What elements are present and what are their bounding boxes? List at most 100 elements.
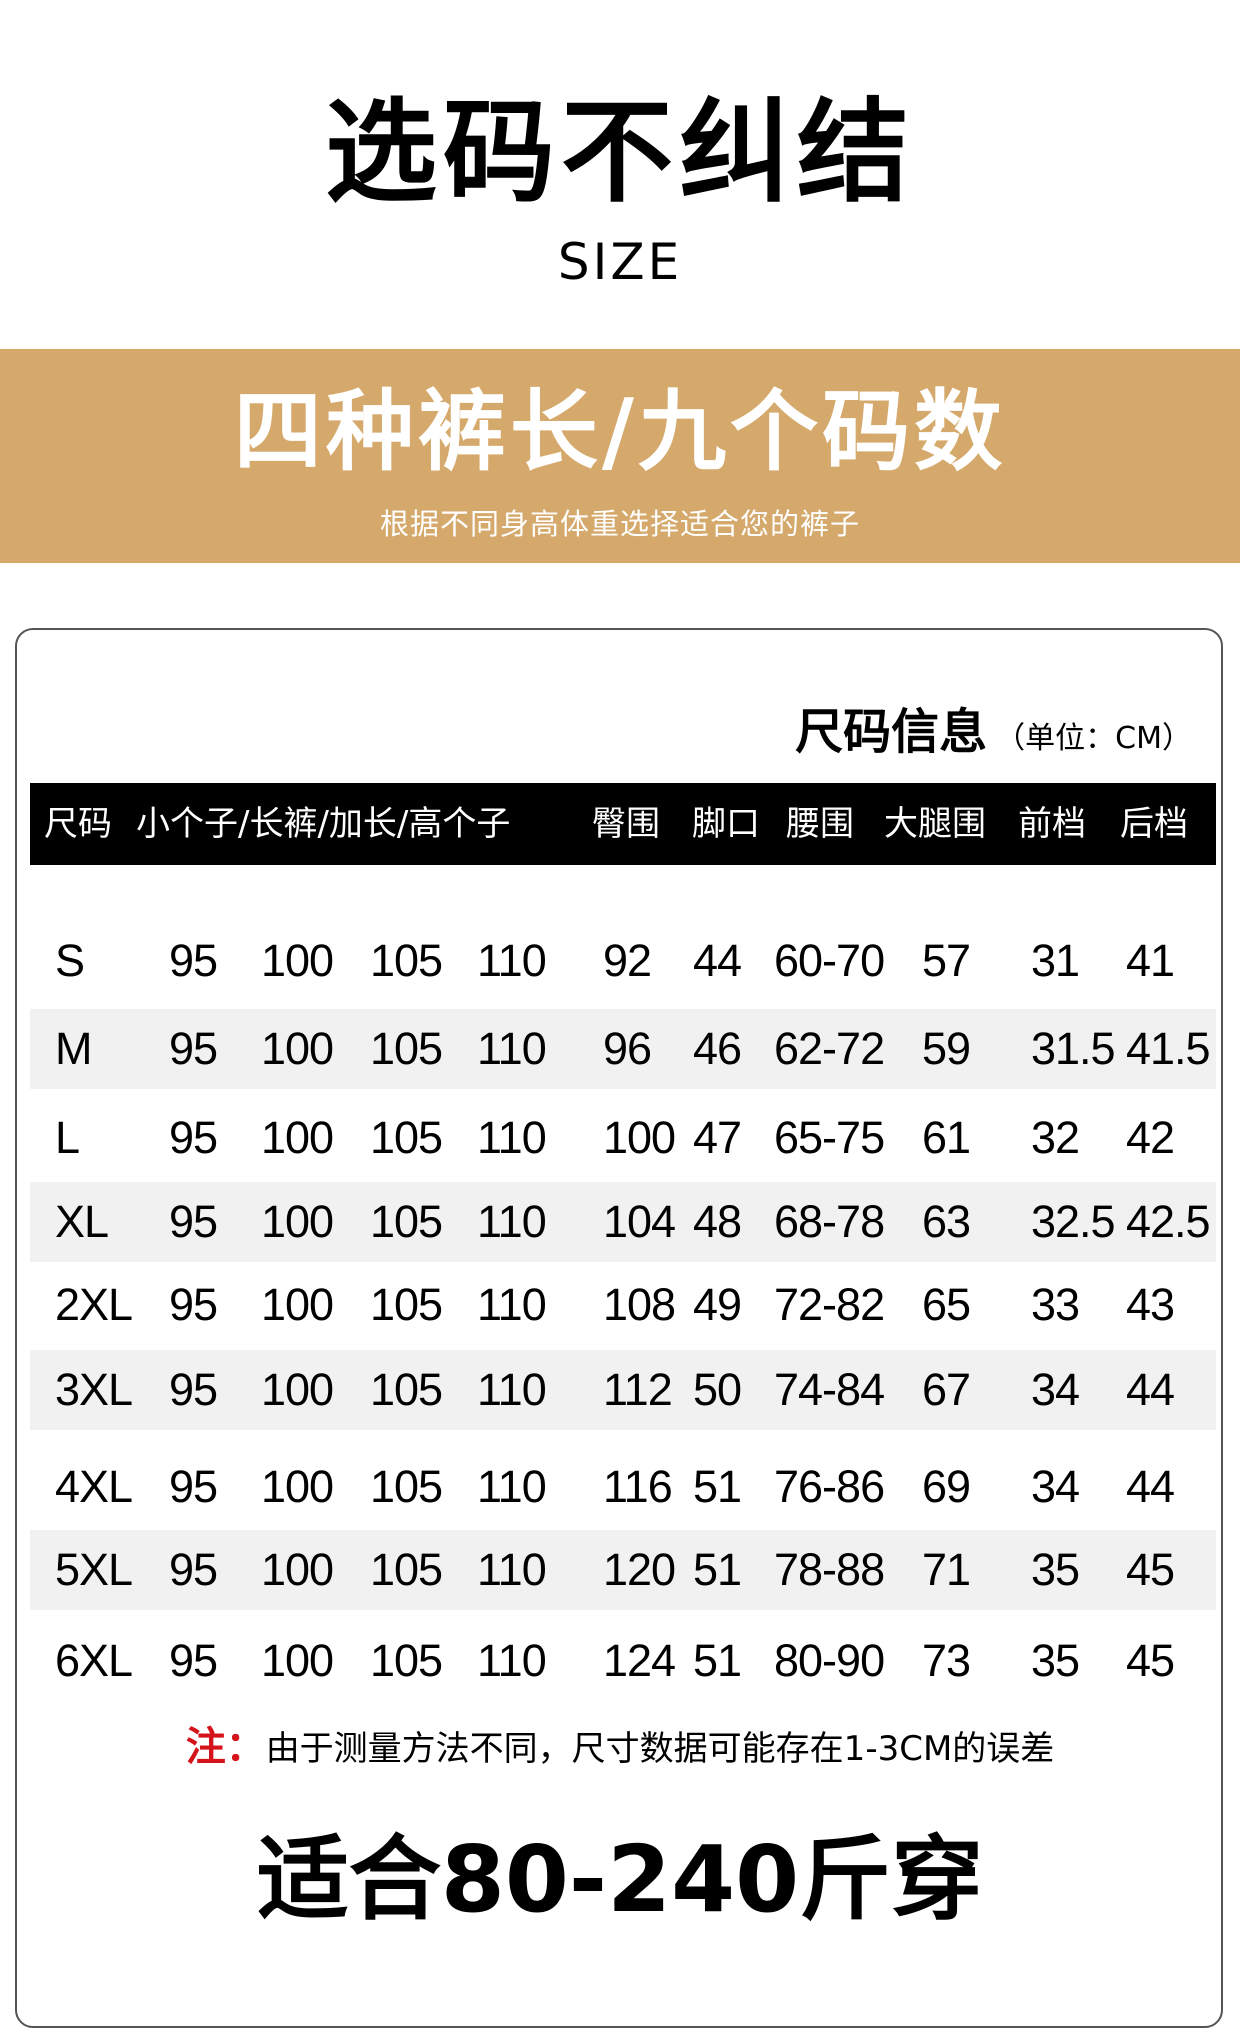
- cell-hem: 47: [693, 1112, 742, 1163]
- cell-front-rise: 35: [1031, 1544, 1080, 1595]
- cell-height-long: 105: [370, 1023, 443, 1074]
- cell-hip: 104: [603, 1196, 676, 1247]
- cell-waist: 78-88: [774, 1544, 885, 1595]
- cell-height-regular: 100: [261, 935, 334, 986]
- table-row: XL 95 100 105 110 104 48 68-78 63 32.5 42.5: [30, 1182, 1216, 1262]
- cell-front-rise: 31.5: [1031, 1023, 1116, 1074]
- size-info-heading: 尺码信息 （单位：CM）: [795, 700, 1192, 771]
- cell-hem: 51: [693, 1635, 742, 1686]
- cell-height-tall: 110: [477, 1023, 547, 1074]
- cell-height-long: 105: [370, 1364, 443, 1415]
- cell-back-rise: 41.5: [1126, 1023, 1211, 1074]
- cell-thigh: 71: [922, 1544, 971, 1595]
- cell-back-rise: 42.5: [1126, 1196, 1211, 1247]
- cell-back-rise: 45: [1126, 1635, 1175, 1686]
- cell-front-rise: 32.5: [1031, 1196, 1116, 1247]
- cell-waist: 62-72: [774, 1023, 885, 1074]
- unit-label: （单位：CM）: [995, 721, 1192, 756]
- cell-hem: 51: [693, 1544, 742, 1595]
- cell-thigh: 57: [922, 935, 971, 986]
- table-row: 5XL 95 100 105 110 120 51 78-88 71 35 45: [30, 1530, 1216, 1610]
- column-header: 大腿围: [884, 804, 986, 844]
- cell-height-short: 95: [169, 1112, 218, 1163]
- cell-height-long: 105: [370, 1461, 443, 1512]
- cell-height-short: 95: [169, 1279, 218, 1330]
- cell-waist: 80-90: [774, 1635, 885, 1686]
- cell-front-rise: 32: [1031, 1112, 1080, 1163]
- page-title: 选码不纠结: [325, 88, 915, 218]
- cell-size: 6XL: [55, 1635, 133, 1686]
- cell-height-long: 105: [370, 1544, 443, 1595]
- cell-hem: 48: [693, 1196, 742, 1247]
- cell-waist: 65-75: [774, 1112, 885, 1163]
- cell-hip: 108: [603, 1279, 676, 1330]
- cell-waist: 72-82: [774, 1279, 885, 1330]
- column-header: 小个子/长裤/加长/高个子: [136, 804, 511, 844]
- cell-hip: 96: [603, 1023, 652, 1074]
- column-header: 后档: [1120, 804, 1188, 844]
- cell-height-short: 95: [169, 935, 218, 986]
- table-row: L 95 100 105 110 100 47 65-75 61 32 42: [30, 1098, 1216, 1178]
- cell-back-rise: 45: [1126, 1544, 1175, 1595]
- cell-hip: 124: [603, 1635, 676, 1686]
- cell-height-tall: 110: [477, 1112, 547, 1163]
- cell-hip: 100: [603, 1112, 676, 1163]
- cell-height-short: 95: [169, 1635, 218, 1686]
- cell-height-short: 95: [169, 1461, 218, 1512]
- cell-height-regular: 100: [261, 1364, 334, 1415]
- cell-height-tall: 110: [477, 1544, 547, 1595]
- cell-front-rise: 35: [1031, 1635, 1080, 1686]
- cell-hem: 46: [693, 1023, 742, 1074]
- cell-hem: 44: [693, 935, 742, 986]
- cell-height-short: 95: [169, 1544, 218, 1595]
- page-subtitle: SIZE: [557, 233, 683, 291]
- cell-size: 2XL: [55, 1279, 133, 1330]
- cell-thigh: 65: [922, 1279, 971, 1330]
- cell-size: XL: [55, 1196, 109, 1247]
- cell-height-short: 95: [169, 1023, 218, 1074]
- cell-height-regular: 100: [261, 1112, 334, 1163]
- note-label: 注：: [185, 1724, 266, 1770]
- cell-size: 5XL: [55, 1544, 133, 1595]
- cell-height-regular: 100: [261, 1635, 334, 1686]
- cell-height-long: 105: [370, 1196, 443, 1247]
- cell-size: 3XL: [55, 1364, 133, 1415]
- weight-range-text: 适合80-240斤穿: [256, 1826, 984, 1933]
- cell-waist: 74-84: [774, 1364, 885, 1415]
- table-row: 6XL 95 100 105 110 124 51 80-90 73 35 45: [30, 1621, 1216, 1701]
- cell-size: 4XL: [55, 1461, 133, 1512]
- cell-thigh: 61: [922, 1112, 971, 1163]
- cell-height-tall: 110: [477, 1461, 547, 1512]
- cell-size: M: [55, 1023, 92, 1074]
- cell-waist: 60-70: [774, 935, 885, 986]
- cell-height-regular: 100: [261, 1196, 334, 1247]
- note-text: 由于测量方法不同，尺寸数据可能存在1-3CM的误差: [265, 1729, 1055, 1769]
- cell-hip: 120: [603, 1544, 676, 1595]
- cell-size: L: [55, 1112, 80, 1163]
- cell-hem: 51: [693, 1461, 742, 1512]
- cell-back-rise: 43: [1126, 1279, 1175, 1330]
- cell-back-rise: 44: [1126, 1364, 1175, 1415]
- cell-thigh: 67: [922, 1364, 971, 1415]
- cell-height-long: 105: [370, 1279, 443, 1330]
- banner-title: 四种裤长/九个码数: [233, 380, 1007, 483]
- table-header: 尺码 小个子/长裤/加长/高个子 臀围 脚口 腰围 大腿围 前档 后档: [30, 783, 1216, 865]
- cell-hip: 112: [603, 1364, 673, 1415]
- cell-back-rise: 41: [1126, 935, 1175, 986]
- cell-back-rise: 42: [1126, 1112, 1175, 1163]
- measurement-note: 注：由于测量方法不同，尺寸数据可能存在1-3CM的误差: [0, 1722, 1240, 1774]
- table-row: M 95 100 105 110 96 46 62-72 59 31.5 41.5: [30, 1009, 1216, 1089]
- cell-height-regular: 100: [261, 1544, 334, 1595]
- banner: [0, 349, 1240, 563]
- table-row: S 95 100 105 110 92 44 60-70 57 31 41: [30, 921, 1216, 1001]
- column-header: 腰围: [786, 804, 854, 844]
- cell-hem: 49: [693, 1279, 742, 1330]
- column-header: 前档: [1018, 804, 1086, 844]
- cell-front-rise: 31: [1031, 935, 1080, 986]
- cell-height-regular: 100: [261, 1023, 334, 1074]
- cell-back-rise: 44: [1126, 1461, 1175, 1512]
- cell-height-regular: 100: [261, 1461, 334, 1512]
- banner-subtitle: 根据不同身高体重选择适合您的裤子: [379, 507, 860, 541]
- cell-thigh: 59: [922, 1023, 971, 1074]
- column-header: 脚口: [692, 804, 760, 844]
